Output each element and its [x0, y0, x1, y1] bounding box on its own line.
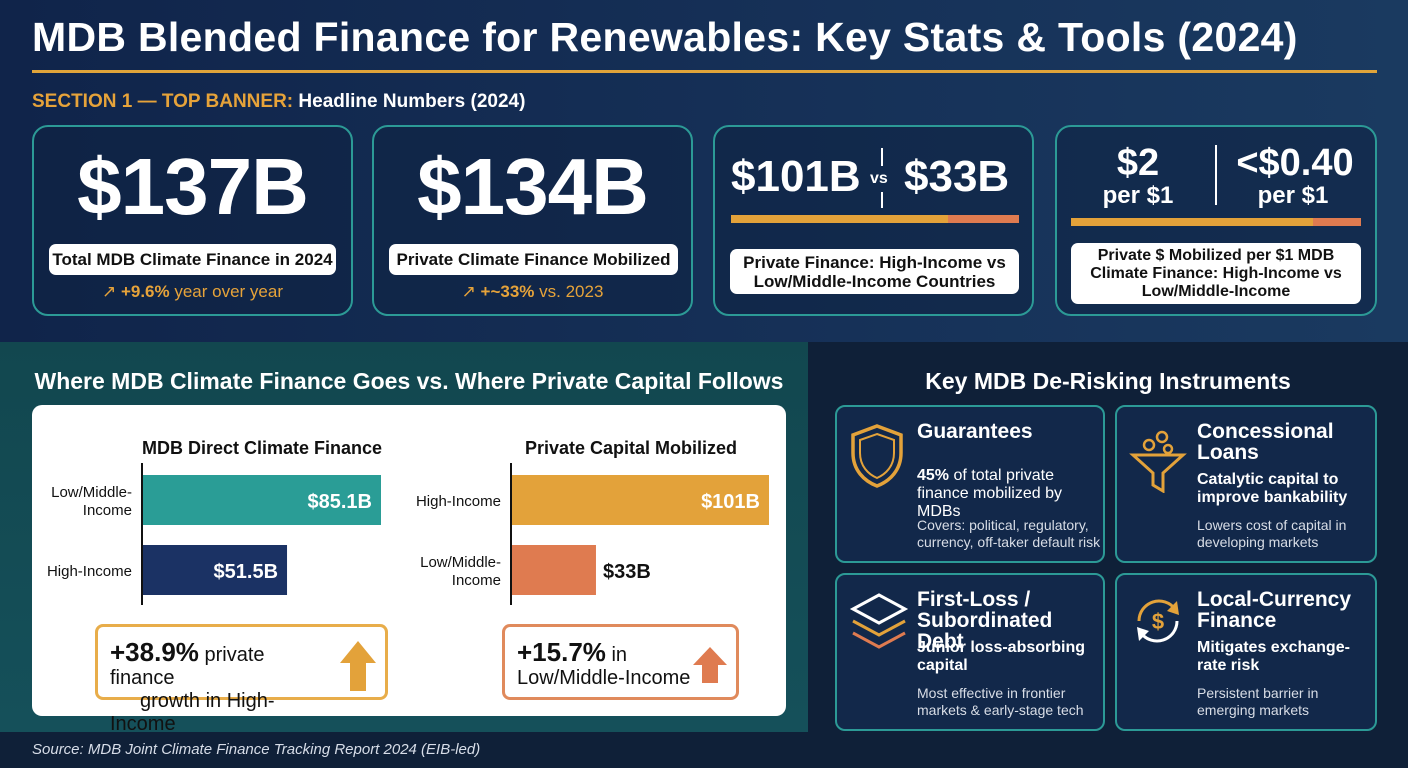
- callout-text-1: in: [605, 644, 628, 666]
- footer-strip: [0, 732, 808, 768]
- stat-card-private-mobilized: $134B Private Climate Finance Mobilized …: [372, 125, 693, 316]
- instrument-title: First-Loss / Subordinated Debt: [917, 589, 1103, 652]
- instrument-card-first-loss: First-Loss / Subordinated Debt Junior los…: [835, 573, 1105, 731]
- callout-pct: +15.7%: [517, 637, 606, 667]
- instrument-subtitle: 45% of total private finance mobilized b…: [917, 467, 1097, 521]
- callout-pct: +38.9%: [110, 637, 199, 667]
- stat-trend: ↗ +9.6% year over year: [34, 282, 351, 302]
- instrument-description: Covers: political, regulatory, currency,…: [917, 517, 1101, 550]
- instrument-card-concessional-loans: Concessional Loans Catalytic capital to i…: [1115, 405, 1377, 563]
- ratio-high-income-value: $2: [1116, 142, 1160, 184]
- svg-text:$: $: [1152, 609, 1164, 634]
- instrument-description: Persistent barrier in emerging markets: [1197, 685, 1319, 718]
- bar: [143, 475, 381, 525]
- ratio-bar-high-income: [1071, 218, 1313, 226]
- category-label: High-Income: [416, 493, 501, 510]
- arrow-up-icon: [693, 647, 727, 683]
- funnel-coins-icon: [1129, 430, 1187, 493]
- bar: [512, 475, 769, 525]
- section-1-label-rest: Headline Numbers (2024): [298, 91, 526, 112]
- instrument-subtitle: Catalytic capital to improve bankability: [1197, 471, 1348, 506]
- instrument-card-local-currency: $ Local-Currency Finance Mitigates exchan…: [1115, 573, 1377, 731]
- instrument-subtitle: Mitigates exchange-rate risk: [1197, 639, 1350, 674]
- instrument-title-line-1: First-Loss /: [917, 588, 1031, 611]
- callout-text-1: private finance: [110, 644, 265, 689]
- source-note: Source: MDB Joint Climate Finance Tracki…: [32, 741, 481, 758]
- instrument-title-line-2: Finance: [1197, 609, 1277, 632]
- category-label-line-1: Low/Middle-: [420, 554, 501, 571]
- stat-label: Private $ Mobilized per $1 MDB Climate F…: [1071, 243, 1361, 304]
- ratio-low-middle-income-unit: per $1: [1257, 182, 1329, 209]
- ratio-bar-low-middle-income: [1313, 218, 1361, 226]
- trend-value: +9.6%: [120, 282, 170, 301]
- vs-divider-top: [881, 148, 883, 166]
- instrument-title-line-1: Local-Currency: [1197, 588, 1352, 611]
- page-title: MDB Blended Finance for Renewables: Key …: [32, 14, 1298, 60]
- stat-value: $134B: [417, 142, 649, 231]
- currency-exchange-icon: $: [1137, 599, 1179, 643]
- instrument-subtitle-rest: of total private finance mobilized by MD…: [917, 467, 1062, 520]
- instrument-subtitle: Junior loss-absorbing capital: [917, 639, 1086, 674]
- ratio-high-income-unit: per $1: [1102, 182, 1174, 209]
- instrument-title: Concessional Loans: [1197, 421, 1334, 463]
- section-3-title: Key MDB De-Risking Instruments: [925, 368, 1291, 394]
- vs-divider-bottom: [881, 192, 883, 208]
- trend-text: vs. 2023: [534, 282, 604, 301]
- instrument-title: Local-Currency Finance: [1197, 589, 1351, 631]
- arrow-up-icon: [340, 641, 376, 691]
- callout-text: +15.7% in Low/Middle-Income: [517, 639, 697, 690]
- category-label-line-1: Low/Middle-: [51, 484, 132, 501]
- low-middle-income-value: $33B: [904, 152, 1010, 201]
- stat-card-total-mdb: $137B Total MDB Climate Finance in 2024 …: [32, 125, 353, 316]
- layers-icon: [849, 593, 909, 649]
- split-bar-low-middle-income: [948, 215, 1019, 223]
- trend-text: year over year: [169, 282, 284, 301]
- section-1-label: SECTION 1 — TOP BANNER: Headline Numbers…: [32, 91, 525, 113]
- instrument-title: Guarantees: [917, 420, 1033, 443]
- section-1-label-accent: SECTION 1 — TOP BANNER:: [32, 91, 294, 112]
- chart-title: Private Capital Mobilized: [525, 438, 737, 458]
- callout-low-middle-income-growth: +15.7% in Low/Middle-Income: [502, 624, 739, 700]
- bar: [512, 545, 596, 595]
- bar-charts: MDB Direct Climate FinanceLow/Middle-Inc…: [47, 438, 769, 605]
- callout-text-2: growth in High-Income: [110, 690, 275, 735]
- category-label-line-2: Income: [452, 572, 501, 589]
- instrument-title-line-2: Loans: [1197, 441, 1259, 464]
- title-rule: [32, 70, 1377, 73]
- stat-label: Total MDB Climate Finance in 2024: [49, 244, 336, 275]
- stat-trend: ↗ +~33% vs. 2023: [374, 282, 691, 302]
- data-label: $101B: [701, 491, 760, 513]
- section-2-title: Where MDB Climate Finance Goes vs. Where…: [34, 368, 784, 394]
- trend-arrow-icon: ↗: [461, 282, 481, 301]
- shield-icon: [851, 424, 903, 488]
- data-label: $51.5B: [214, 561, 279, 583]
- stat-label: Private Finance: High-Income vs Low/Midd…: [730, 249, 1019, 294]
- callout-text: +38.9% private finance growth in High-In…: [110, 639, 330, 736]
- ratio-divider: [1215, 145, 1217, 205]
- instrument-card-guarantees: Guarantees 45% of total private finance …: [835, 405, 1105, 563]
- callout-text-2: Low/Middle-Income: [517, 667, 691, 689]
- bar: [143, 545, 288, 595]
- ratio-low-middle-income-value: <$0.40: [1236, 142, 1354, 184]
- instrument-subtitle-bold: 45%: [917, 467, 950, 484]
- chart-title: MDB Direct Climate Finance: [142, 438, 382, 458]
- split-bar-high-income: [731, 215, 948, 223]
- stat-value: $137B: [77, 142, 309, 231]
- data-label: $33B: [603, 561, 651, 583]
- high-income-value: $101B: [731, 152, 861, 201]
- trend-value: +~33%: [480, 282, 535, 301]
- stat-label: Private Climate Finance Mobilized: [389, 244, 678, 275]
- vs-label: vs: [870, 170, 888, 187]
- callout-high-income-growth: +38.9% private finance growth in High-In…: [95, 624, 388, 735]
- trend-arrow-icon: ↗: [101, 282, 121, 301]
- category-label: High-Income: [47, 563, 132, 580]
- instrument-description: Most effective in frontier markets & ear…: [917, 685, 1084, 718]
- instrument-title-line-2: Subordinated Debt: [917, 609, 1053, 653]
- instrument-title-line-1: Concessional: [1197, 420, 1334, 443]
- category-label-line-2: Income: [83, 502, 132, 519]
- instrument-description: Lowers cost of capital in developing mar…: [1197, 517, 1347, 550]
- data-label: $85.1B: [308, 491, 373, 513]
